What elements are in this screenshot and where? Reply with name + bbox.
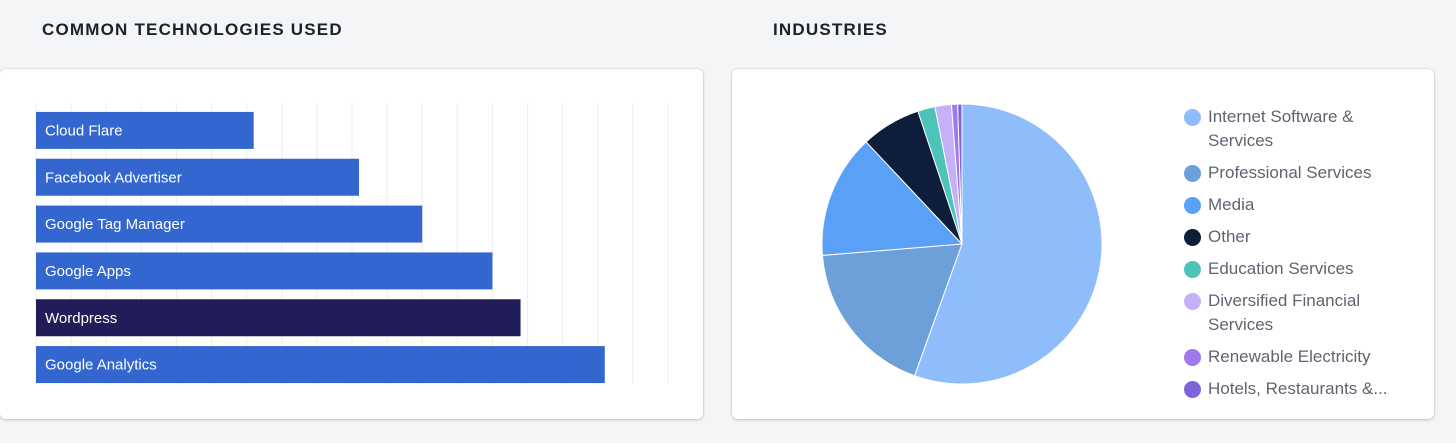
bar-label: Wordpress: [45, 310, 117, 327]
legend-swatch: [1184, 261, 1201, 278]
legend-label: Renewable Electricity: [1208, 347, 1371, 366]
legend-item[interactable]: Internet Software & Services: [1182, 105, 1422, 153]
pie-slice[interactable]: [821, 141, 964, 256]
legend-label: Hotels, Restaurants &...: [1208, 379, 1388, 398]
legend-label: Professional Services: [1208, 163, 1372, 182]
pie-slice[interactable]: [913, 103, 1103, 385]
legend-swatch: [1184, 293, 1201, 310]
bar[interactable]: [36, 252, 493, 290]
bar-gridlines: [35, 103, 669, 384]
pie-slice[interactable]: [821, 243, 963, 377]
technologies-section-title: COMMON TECHNOLOGIES USED: [42, 20, 343, 39]
legend-item[interactable]: Media: [1182, 193, 1422, 217]
bar[interactable]: [36, 346, 605, 384]
legend-label: Other: [1208, 227, 1251, 246]
industries-section-title: INDUSTRIES: [773, 20, 888, 39]
bar[interactable]: [36, 299, 521, 337]
legend-swatch: [1184, 165, 1201, 182]
industries-pie-chart: [821, 103, 1103, 385]
industries-card: Internet Software & Services Professional…: [732, 69, 1434, 419]
legend-item[interactable]: Other: [1182, 225, 1422, 249]
legend-label: Internet Software & Services: [1208, 107, 1354, 150]
technologies-card: Cloud Flare Facebook Advertiser Google Tag…: [0, 69, 703, 419]
bar[interactable]: [36, 111, 254, 149]
legend-item[interactable]: Diversified Financial Services: [1182, 289, 1422, 337]
bar-label: Google Analytics: [45, 357, 157, 374]
legend-swatch: [1184, 229, 1201, 246]
legend-swatch: [1184, 197, 1201, 214]
legend-label: Diversified Financial Services: [1208, 291, 1361, 334]
legend-item[interactable]: Hotels, Restaurants &...: [1182, 377, 1422, 401]
legend-item[interactable]: Education Services: [1182, 257, 1422, 281]
bar-label: Google Apps: [45, 263, 131, 280]
bar-label: Facebook Advertiser: [45, 169, 182, 186]
industries-legend: Internet Software & Services Professional…: [1182, 105, 1422, 409]
bar-label: Google Tag Manager: [45, 216, 185, 233]
legend-label: Media: [1208, 195, 1255, 214]
bar[interactable]: [36, 158, 360, 196]
technologies-bar-chart: Cloud Flare Facebook Advertiser Google Tag…: [35, 103, 669, 384]
legend-item[interactable]: Professional Services: [1182, 161, 1422, 185]
bar[interactable]: [36, 205, 423, 243]
legend-item[interactable]: Renewable Electricity: [1182, 345, 1422, 369]
pie-slice[interactable]: [957, 103, 963, 245]
legend-label: Education Services: [1208, 259, 1354, 278]
legend-swatch: [1184, 381, 1201, 398]
legend-swatch: [1184, 109, 1201, 126]
bar-label: Cloud Flare: [45, 122, 123, 139]
legend-swatch: [1184, 349, 1201, 366]
